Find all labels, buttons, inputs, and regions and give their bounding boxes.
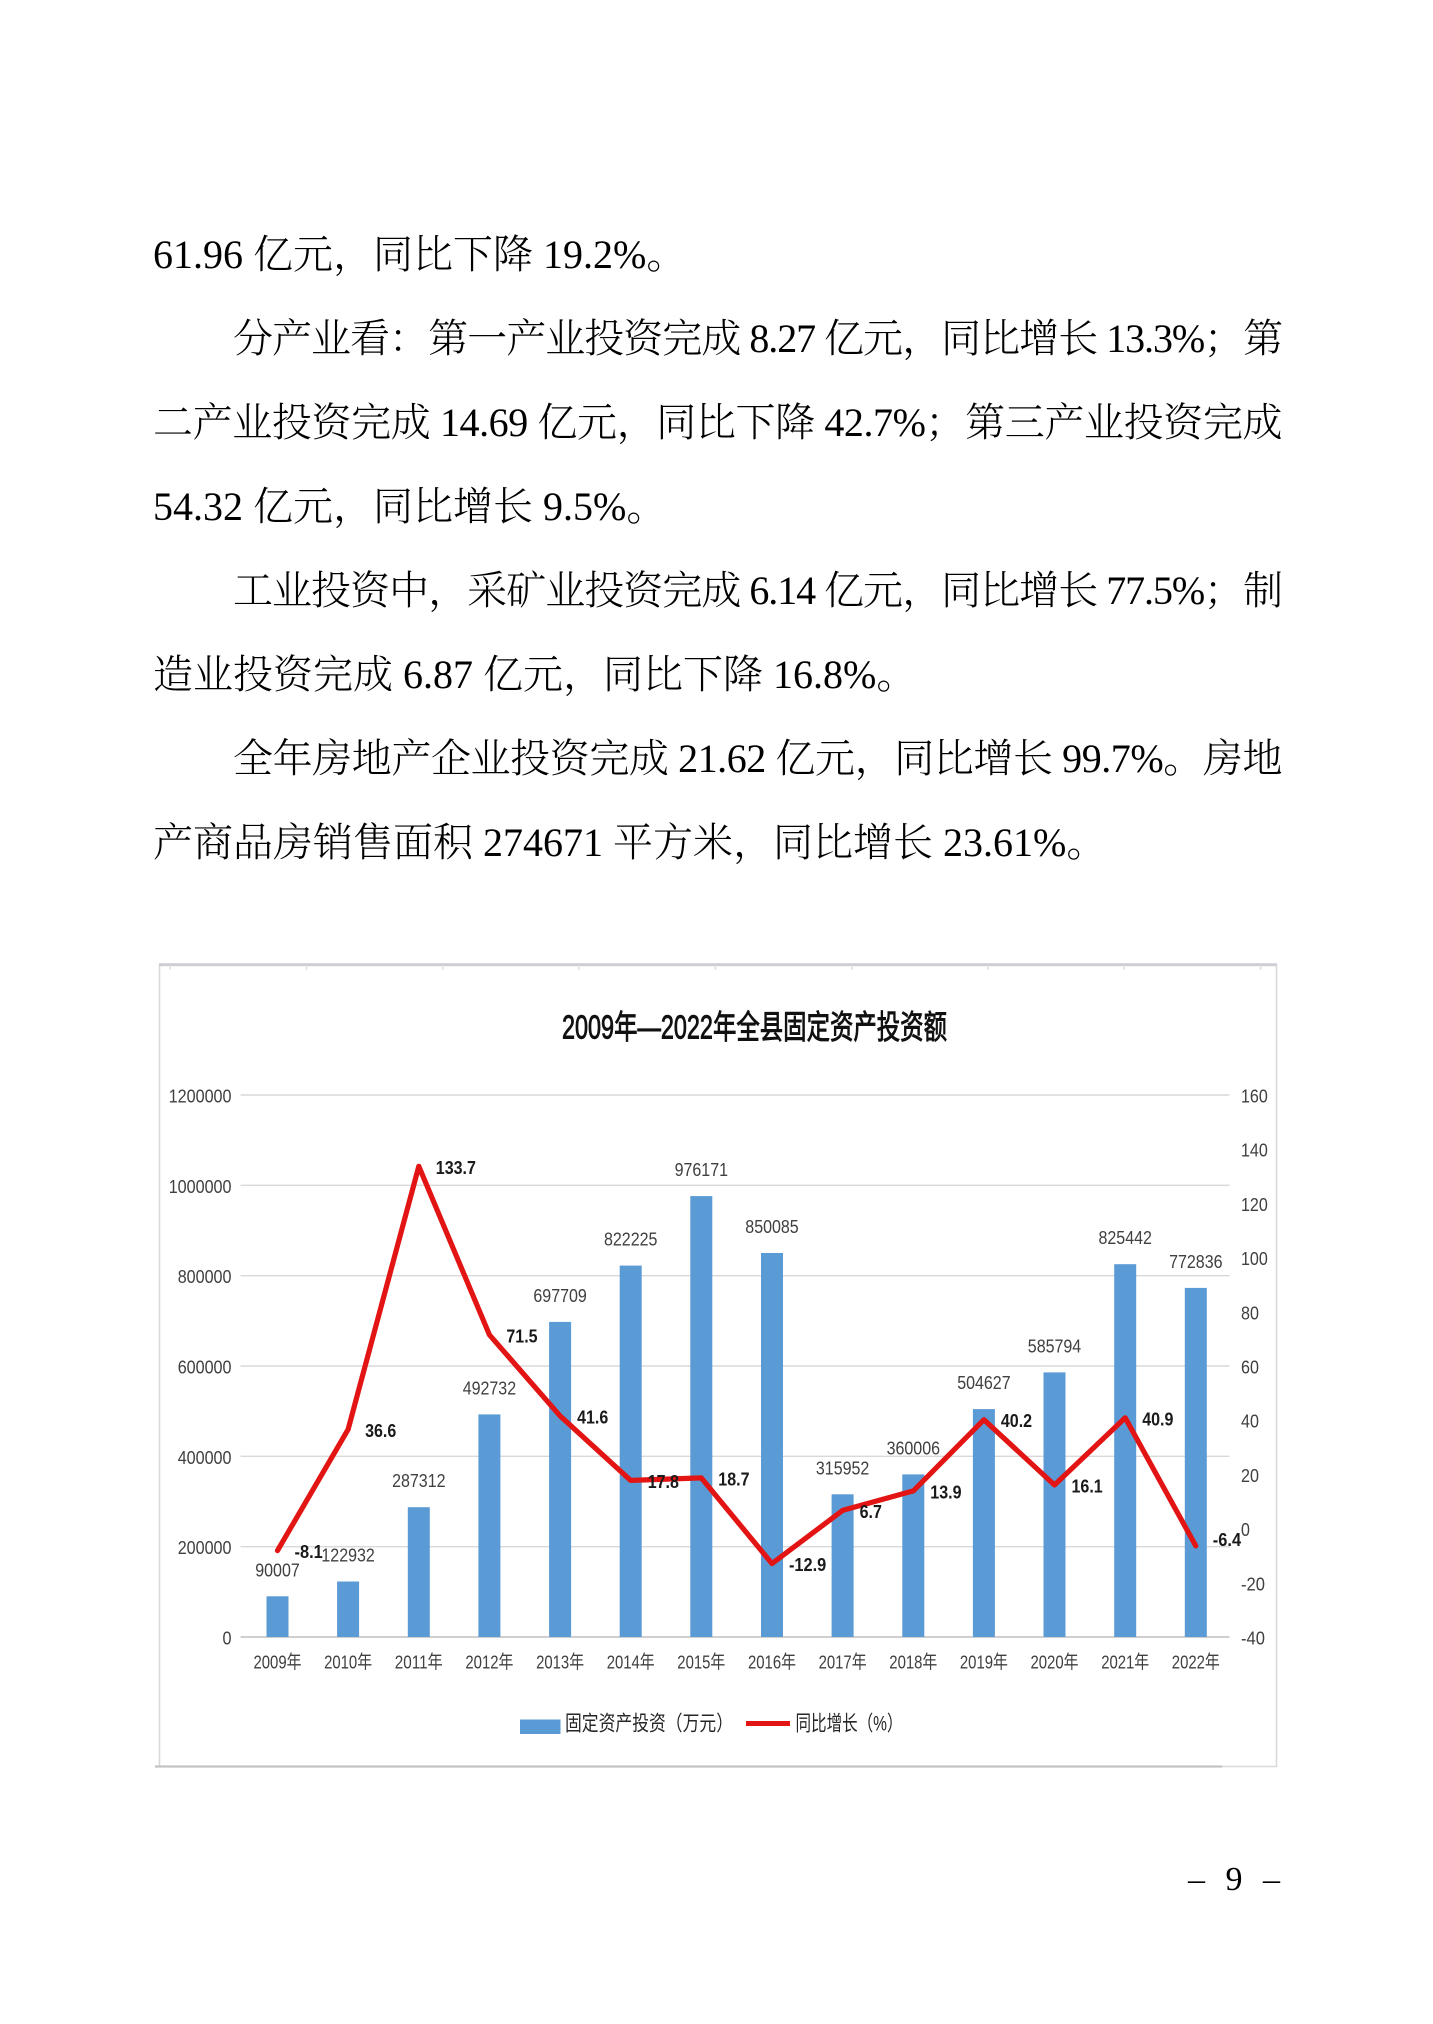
svg-text:17.8: 17.8 — [648, 1471, 679, 1492]
svg-text:40.2: 40.2 — [1001, 1410, 1032, 1431]
svg-text:-8.1: -8.1 — [295, 1541, 323, 1562]
svg-text:固定资产投资（万元）: 固定资产投资（万元） — [565, 1713, 733, 1736]
svg-text:同比增长（%）: 同比增长（%） — [796, 1713, 903, 1736]
svg-text:2009年—2022年全县固定资产投资额: 2009年—2022年全县固定资产投资额 — [562, 1009, 947, 1046]
svg-text:80: 80 — [1241, 1302, 1259, 1323]
svg-text:120: 120 — [1241, 1194, 1268, 1215]
svg-text:2010年: 2010年 — [324, 1652, 372, 1673]
svg-text:772836: 772836 — [1169, 1251, 1222, 1272]
svg-text:40: 40 — [1241, 1411, 1259, 1432]
svg-text:20: 20 — [1241, 1465, 1259, 1486]
svg-text:122932: 122932 — [321, 1545, 374, 1566]
svg-text:400000: 400000 — [178, 1447, 232, 1468]
svg-text:825442: 825442 — [1099, 1227, 1152, 1248]
svg-text:0: 0 — [1241, 1519, 1250, 1540]
svg-text:976171: 976171 — [675, 1159, 728, 1180]
svg-text:60: 60 — [1241, 1357, 1259, 1378]
svg-text:315952: 315952 — [816, 1457, 869, 1478]
svg-text:2021年: 2021年 — [1101, 1652, 1149, 1673]
svg-text:2014年: 2014年 — [607, 1652, 655, 1673]
svg-text:287312: 287312 — [392, 1470, 445, 1491]
svg-text:850085: 850085 — [745, 1216, 798, 1237]
svg-text:2020年: 2020年 — [1031, 1652, 1079, 1673]
svg-text:2013年: 2013年 — [536, 1652, 584, 1673]
svg-text:2016年: 2016年 — [748, 1652, 796, 1673]
svg-text:2019年: 2019年 — [960, 1652, 1008, 1673]
svg-text:585794: 585794 — [1028, 1335, 1081, 1356]
svg-text:13.9: 13.9 — [930, 1481, 961, 1502]
svg-text:100: 100 — [1241, 1248, 1268, 1269]
svg-text:2017年: 2017年 — [819, 1652, 867, 1673]
svg-text:0: 0 — [223, 1628, 232, 1649]
svg-text:2018年: 2018年 — [889, 1652, 937, 1673]
svg-text:133.7: 133.7 — [436, 1157, 476, 1178]
svg-text:822225: 822225 — [604, 1229, 657, 1250]
svg-text:36.6: 36.6 — [365, 1420, 396, 1441]
svg-text:71.5: 71.5 — [506, 1325, 537, 1346]
svg-text:18.7: 18.7 — [718, 1468, 749, 1489]
svg-text:6.7: 6.7 — [860, 1501, 882, 1522]
svg-text:1200000: 1200000 — [169, 1086, 232, 1107]
svg-text:800000: 800000 — [178, 1266, 232, 1287]
svg-text:90007: 90007 — [255, 1559, 300, 1580]
svg-text:2011年: 2011年 — [395, 1652, 443, 1673]
svg-text:492732: 492732 — [463, 1377, 516, 1398]
svg-text:40.9: 40.9 — [1142, 1408, 1173, 1429]
svg-text:41.6: 41.6 — [577, 1406, 608, 1427]
svg-text:1000000: 1000000 — [169, 1176, 232, 1197]
svg-text:697709: 697709 — [533, 1285, 586, 1306]
svg-text:-40: -40 — [1241, 1628, 1265, 1649]
svg-text:2012年: 2012年 — [465, 1652, 513, 1673]
svg-text:160: 160 — [1241, 1086, 1268, 1107]
svg-text:16.1: 16.1 — [1072, 1476, 1103, 1497]
svg-text:600000: 600000 — [178, 1357, 232, 1378]
svg-text:-6.4: -6.4 — [1213, 1529, 1242, 1550]
svg-text:2022年: 2022年 — [1172, 1652, 1220, 1673]
svg-text:200000: 200000 — [178, 1537, 232, 1558]
svg-text:2009年: 2009年 — [254, 1652, 302, 1673]
svg-text:360006: 360006 — [887, 1437, 940, 1458]
svg-text:-12.9: -12.9 — [789, 1554, 826, 1575]
svg-text:2015年: 2015年 — [677, 1652, 725, 1673]
svg-text:140: 140 — [1241, 1140, 1268, 1161]
svg-text:504627: 504627 — [957, 1372, 1010, 1393]
svg-text:-20: -20 — [1241, 1573, 1265, 1594]
